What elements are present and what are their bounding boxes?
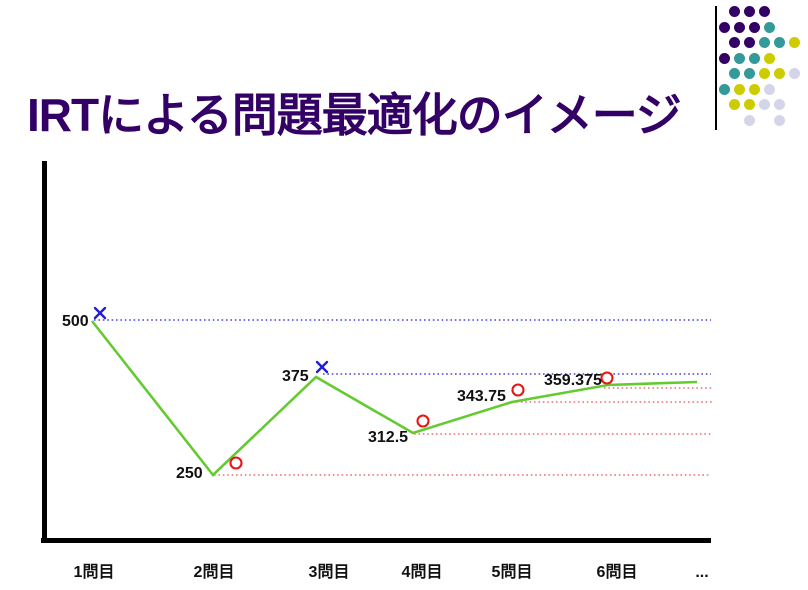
decor-dot [774,99,785,110]
decor-dot [764,21,775,33]
value-label: 343.75 [457,388,506,405]
x-axis-label: 6問目 [596,564,638,581]
decor-dot [759,6,770,17]
value-label: 375 [282,368,309,385]
decor-dot [774,37,785,48]
decor-dot [749,52,760,64]
decor-dot [764,52,775,64]
circle-marker [416,414,430,428]
circle-marker [600,371,614,385]
decor-dot [774,114,785,126]
decor-dot [789,37,800,48]
decor-dot [774,68,785,79]
decor-dot [719,21,730,33]
decor-dot [749,21,760,33]
chart-y-axis [42,161,47,543]
decor-dot [744,68,755,79]
decor-dot [729,37,740,48]
series-line [90,320,698,477]
x-axis-label: 5問目 [491,564,533,581]
circle-marker [229,456,243,470]
decor-separator-line [715,6,717,130]
circle-marker [511,383,525,397]
decor-dot [719,52,730,64]
x-marker-stroke [315,360,329,374]
decor-dot [729,99,740,110]
value-label: 250 [176,465,203,482]
x-axis-label: 4問目 [401,564,443,581]
x-axis-label: ... [695,564,709,581]
decor-dot [734,21,745,33]
value-label: 312.5 [368,429,409,446]
value-label: 500 [62,313,89,330]
decor-dot [729,6,740,17]
x-axis-label: 2問目 [193,564,235,581]
decor-dot [719,83,730,95]
decor-dot [744,99,755,110]
decor-dot [744,6,755,17]
x-marker [93,306,107,320]
value-label: 359.375 [544,372,602,389]
decor-dot [744,114,755,126]
chart-x-axis [41,538,711,543]
decor-dot [759,68,770,79]
decor-dot [749,83,760,95]
decor-dot [759,37,770,48]
decor-dot [734,52,745,64]
x-axis-label: 3問目 [308,564,350,581]
decor-dot [744,37,755,48]
x-marker [315,360,329,374]
decor-dot [759,99,770,110]
decor-dot [789,68,800,79]
decor-dot [764,83,775,95]
x-marker-stroke [93,306,107,320]
decor-dot [734,83,745,95]
decor-dot [729,68,740,79]
x-axis-label: 1問目 [73,564,115,581]
page-title: IRTによる問題最適化のイメージ [27,88,682,141]
